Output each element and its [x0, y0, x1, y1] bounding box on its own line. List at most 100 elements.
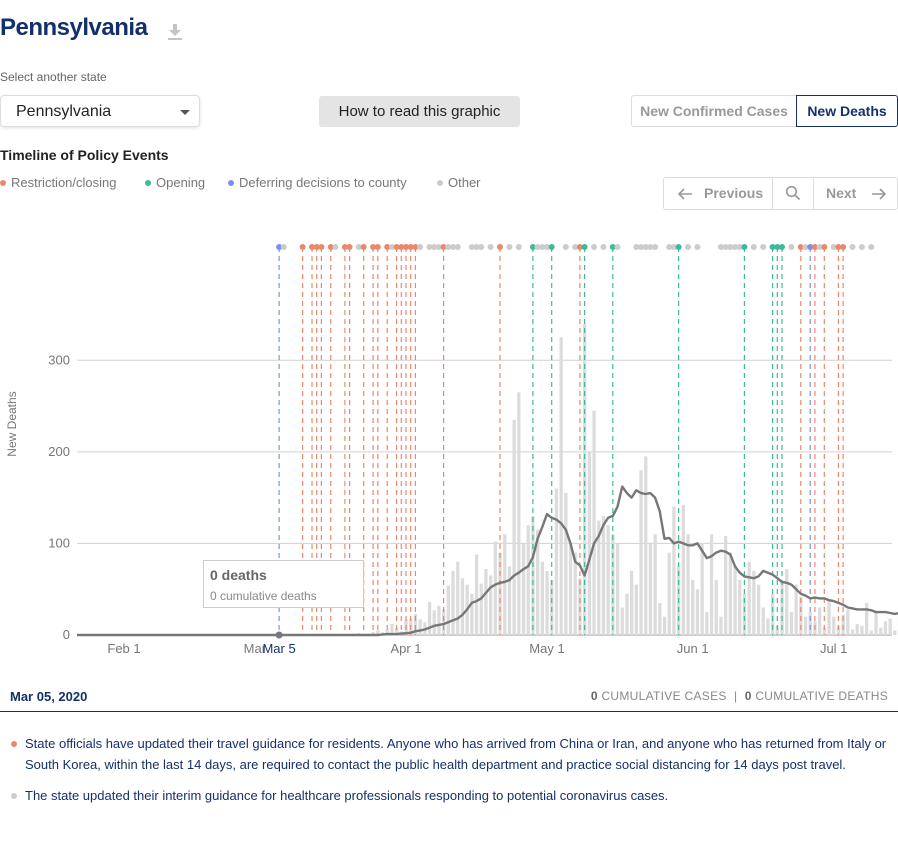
event-dot — [299, 244, 306, 250]
bar — [827, 600, 831, 635]
event-dot — [774, 244, 781, 250]
legend-dot-county — [228, 179, 234, 186]
bar — [728, 552, 732, 635]
event-dot — [633, 244, 640, 250]
bar — [893, 630, 897, 635]
bar — [597, 520, 601, 635]
bar — [446, 585, 450, 635]
event-dot — [374, 244, 381, 250]
bar — [507, 566, 512, 635]
bar — [841, 614, 845, 635]
separator: | — [734, 689, 738, 703]
event-dot — [431, 244, 438, 250]
bar — [681, 504, 685, 635]
event-dot — [393, 244, 400, 250]
bar — [460, 578, 465, 635]
timeline-title: Timeline of Policy Events — [0, 147, 169, 163]
arrow-left-icon — [677, 188, 692, 200]
bar — [832, 616, 836, 635]
event-dot — [384, 244, 391, 250]
event-dot — [356, 244, 362, 250]
y-axis-label: New Deaths — [5, 391, 19, 456]
bar — [639, 470, 643, 635]
event-dot — [638, 244, 644, 250]
bar — [503, 534, 507, 635]
legend-item-county: Deferring decisions to county — [228, 175, 407, 190]
event-dot — [741, 244, 748, 250]
event-dot — [609, 244, 616, 250]
toggle-new-deaths[interactable]: New Deaths — [796, 95, 898, 127]
bar — [883, 621, 888, 635]
bar — [615, 543, 620, 635]
bar — [785, 569, 789, 635]
event-dot — [341, 244, 348, 250]
tooltip-cumulative-deaths: 0 cumulative deaths — [210, 589, 317, 603]
bar — [705, 612, 709, 635]
bar — [771, 593, 775, 635]
bar — [456, 561, 460, 635]
bar — [573, 552, 577, 635]
cumulative-cases-label: CUMULATIVE CASES — [601, 689, 727, 703]
event-dot — [280, 244, 287, 250]
toggle-new-confirmed-cases[interactable]: New Confirmed Cases — [631, 95, 797, 127]
event-dot — [670, 244, 677, 250]
bar — [695, 589, 700, 635]
bar — [794, 584, 798, 635]
event-dot — [327, 244, 334, 250]
event-dot — [445, 244, 452, 250]
event-dot — [544, 244, 550, 250]
bar — [371, 632, 375, 635]
tooltip-deaths: 0 deaths — [210, 567, 267, 583]
event-dot — [816, 244, 823, 250]
event-dot — [732, 244, 738, 250]
bar — [818, 607, 822, 635]
bar — [583, 323, 587, 635]
bar — [846, 609, 850, 635]
bar — [822, 627, 826, 635]
bar — [761, 607, 765, 635]
bar — [451, 570, 455, 635]
legend-label: Restriction/closing — [11, 175, 117, 190]
event-dot — [440, 244, 447, 250]
bar — [658, 602, 662, 635]
event-dot — [797, 244, 804, 250]
summary-bar: Mar 05, 2020 0 CUMULATIVE CASES | 0 CUMU… — [0, 681, 898, 712]
bar — [493, 541, 497, 635]
bar — [648, 543, 653, 635]
event-dot — [313, 244, 320, 250]
bar — [724, 536, 728, 635]
next-button[interactable]: Next — [814, 178, 898, 209]
caret-down-icon — [180, 110, 190, 115]
legend-label: Other — [448, 175, 481, 190]
bar — [385, 629, 389, 635]
bar — [738, 580, 742, 635]
search-button[interactable] — [773, 178, 814, 209]
bar — [879, 627, 883, 635]
legend-label: Opening — [156, 175, 206, 190]
bar — [860, 625, 864, 635]
event-dot — [276, 244, 283, 250]
previous-button[interactable]: Previous — [664, 178, 773, 209]
how-to-read-button[interactable]: How to read this graphic — [319, 96, 520, 127]
download-icon[interactable] — [167, 22, 183, 42]
bar — [564, 493, 568, 635]
event-dot — [802, 244, 809, 250]
event-dot — [478, 244, 485, 250]
event-dot — [450, 244, 456, 250]
bar — [587, 451, 591, 635]
bar — [719, 616, 723, 635]
bar — [733, 566, 737, 635]
event-dot — [868, 244, 875, 250]
bar — [432, 610, 436, 635]
x-tick-label: Jul 1 — [820, 641, 847, 656]
event-dot — [388, 244, 395, 250]
event-dot — [426, 244, 433, 250]
bar — [667, 552, 671, 635]
state-select[interactable]: Pennsylvania — [0, 95, 200, 127]
bar — [418, 619, 422, 635]
event-dot — [666, 244, 673, 250]
event-dot — [769, 244, 776, 250]
bar — [775, 625, 779, 635]
y-tick-label: 300 — [48, 352, 70, 367]
